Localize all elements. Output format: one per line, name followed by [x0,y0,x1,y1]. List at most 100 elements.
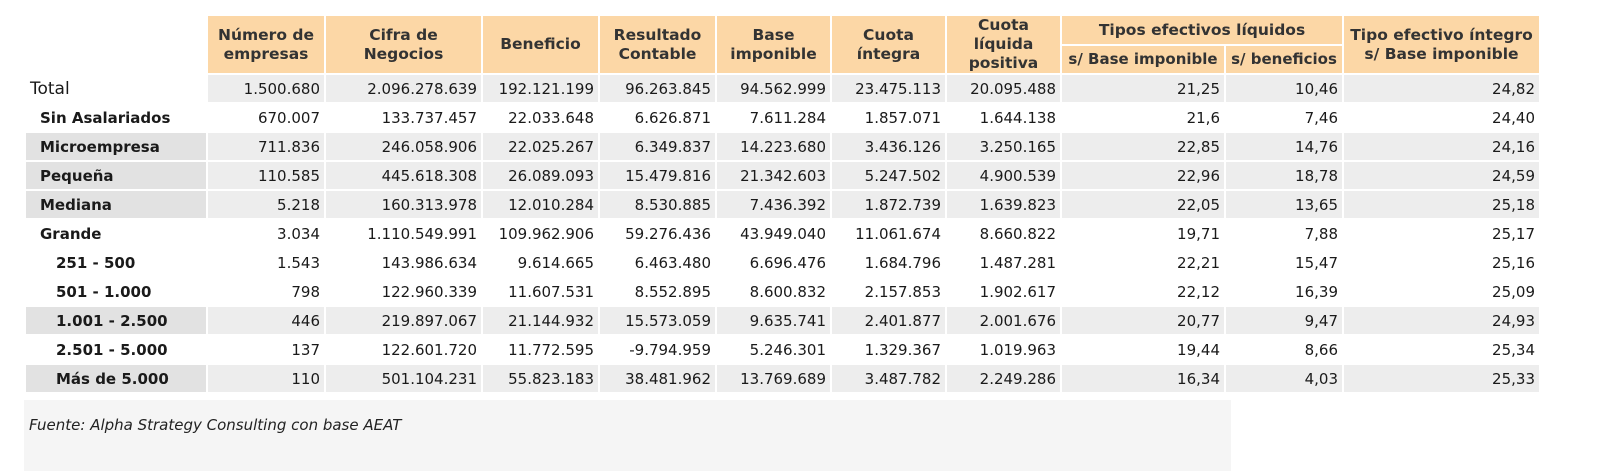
cell-value: 9.614.665 [483,249,598,276]
row-label: Microempresa [26,133,206,160]
cell-value: 9.635.741 [717,307,830,334]
cell-value: 24,82 [1344,75,1539,102]
cell-value: 25,09 [1344,278,1539,305]
cell-value: 9,47 [1226,307,1342,334]
cell-value: 25,34 [1344,336,1539,363]
header-s-beneficios: s/ beneficios [1226,46,1342,73]
table-row: Más de 5.000 110 501.104.231 55.823.183 38.4… [26,365,1539,392]
header-cuota-integra: Cuota íntegra [832,16,945,73]
cell-value: 798 [208,278,324,305]
header-cuota-liquida: Cuota líquida positiva [947,16,1060,73]
cell-value: 15,47 [1226,249,1342,276]
cell-value: 96.263.845 [600,75,715,102]
cell-value: 14,76 [1226,133,1342,160]
cell-value: 6.349.837 [600,133,715,160]
cell-value: 16,39 [1226,278,1342,305]
cell-value: 24,40 [1344,104,1539,131]
row-label: 501 - 1.000 [26,278,206,305]
cell-value: 25,18 [1344,191,1539,218]
row-label: 251 - 500 [26,249,206,276]
cell-value: 2.001.676 [947,307,1060,334]
cell-value: 8.660.822 [947,220,1060,247]
cell-value: -9.794.959 [600,336,715,363]
cell-value: 24,16 [1344,133,1539,160]
cell-value: 21,25 [1062,75,1224,102]
cell-value: 38.481.962 [600,365,715,392]
cell-value: 1.019.963 [947,336,1060,363]
row-label: 2.501 - 5.000 [26,336,206,363]
source-text: Fuente: Alpha Strategy Consulting con ba… [29,416,402,434]
cell-value: 13,65 [1226,191,1342,218]
cell-value: 3.034 [208,220,324,247]
cell-value: 2.249.286 [947,365,1060,392]
cell-value: 711.836 [208,133,324,160]
cell-value: 21.144.932 [483,307,598,334]
cell-value: 21.342.603 [717,162,830,189]
cell-value: 20,77 [1062,307,1224,334]
cell-value: 143.986.634 [326,249,481,276]
cell-value: 25,16 [1344,249,1539,276]
cell-value: 14.223.680 [717,133,830,160]
cell-value: 1.857.071 [832,104,945,131]
header-corner [26,16,206,73]
table-row: Microempresa 711.836 246.058.906 22.025.267… [26,133,1539,160]
cell-value: 11.061.674 [832,220,945,247]
cell-value: 23.475.113 [832,75,945,102]
cell-value: 122.601.720 [326,336,481,363]
cell-value: 1.902.617 [947,278,1060,305]
table-body: Total 1.500.680 2.096.278.639 192.121.199 96… [26,75,1539,392]
table-row: Pequeña 110.585 445.618.308 26.089.093 15.47… [26,162,1539,189]
header-resultado: Resultado Contable [600,16,715,73]
cell-value: 1.329.367 [832,336,945,363]
cell-value: 20.095.488 [947,75,1060,102]
source-footer: Fuente: Alpha Strategy Consulting con ba… [24,400,1231,471]
cell-value: 2.096.278.639 [326,75,481,102]
cell-value: 501.104.231 [326,365,481,392]
cell-value: 26.089.093 [483,162,598,189]
cell-value: 133.737.457 [326,104,481,131]
table-row: 251 - 500 1.543 143.986.634 9.614.665 6.463.… [26,249,1539,276]
cell-value: 1.500.680 [208,75,324,102]
cell-value: 3.436.126 [832,133,945,160]
cell-value: 6.463.480 [600,249,715,276]
cell-value: 22.033.648 [483,104,598,131]
cell-value: 246.058.906 [326,133,481,160]
cell-value: 11.772.595 [483,336,598,363]
table-row: Grande 3.034 1.110.549.991 109.962.906 59.27… [26,220,1539,247]
cell-value: 5.246.301 [717,336,830,363]
cell-value: 670.007 [208,104,324,131]
cell-value: 1.543 [208,249,324,276]
cell-value: 21,6 [1062,104,1224,131]
cell-value: 219.897.067 [326,307,481,334]
table-row: 1.001 - 2.500 446 219.897.067 21.144.932 15.… [26,307,1539,334]
cell-value: 1.684.796 [832,249,945,276]
cell-value: 22,12 [1062,278,1224,305]
cell-value: 10,46 [1226,75,1342,102]
cell-value: 3.487.782 [832,365,945,392]
cell-value: 137 [208,336,324,363]
header-cifra: Cifra de Negocios [326,16,481,73]
cell-value: 24,93 [1344,307,1539,334]
cell-value: 11.607.531 [483,278,598,305]
cell-value: 192.121.199 [483,75,598,102]
cell-value: 22,05 [1062,191,1224,218]
row-label: Total [26,75,206,102]
cell-value: 43.949.040 [717,220,830,247]
cell-value: 7,88 [1226,220,1342,247]
cell-value: 1.639.823 [947,191,1060,218]
cell-value: 15.573.059 [600,307,715,334]
cell-value: 445.618.308 [326,162,481,189]
row-label: Más de 5.000 [26,365,206,392]
cell-value: 5.247.502 [832,162,945,189]
table-row: 501 - 1.000 798 122.960.339 11.607.531 8.552… [26,278,1539,305]
row-label: Sin Asalariados [26,104,206,131]
cell-value: 4,03 [1226,365,1342,392]
cell-value: 13.769.689 [717,365,830,392]
cell-value: 19,44 [1062,336,1224,363]
cell-value: 25,17 [1344,220,1539,247]
cell-value: 110 [208,365,324,392]
cell-value: 1.110.549.991 [326,220,481,247]
cell-value: 8.552.895 [600,278,715,305]
cell-value: 2.157.853 [832,278,945,305]
cell-value: 1.644.138 [947,104,1060,131]
